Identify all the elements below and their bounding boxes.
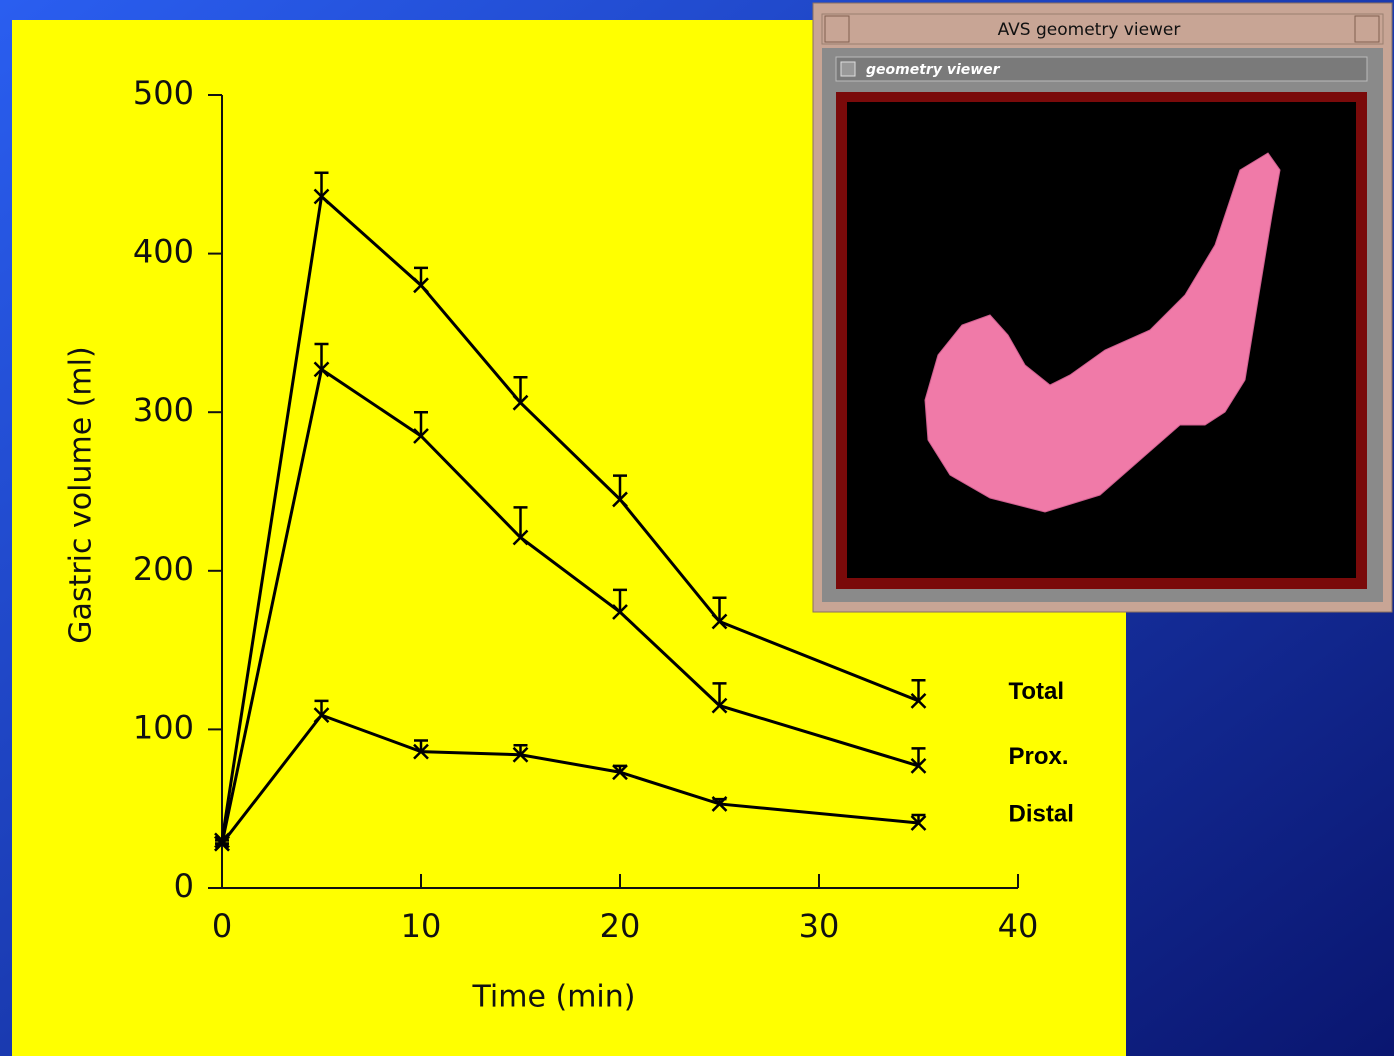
point-marker [612,604,628,620]
point-marker [413,277,429,294]
point-marker [910,692,927,709]
panel-header [835,56,1368,82]
error-bar [911,747,926,766]
x-tick-label: 40 [998,907,1039,945]
point-marker [214,835,230,852]
series-label: Distal [1009,800,1074,827]
error-bar [314,171,329,197]
y-tick-label: 200 [133,550,194,588]
error-bar [314,699,329,716]
error-bar [513,376,528,403]
title-bar [821,13,1384,45]
x-tick-label: 20 [600,907,641,945]
error-bar [414,410,428,436]
error-bar [414,739,428,752]
point-marker [313,188,330,205]
x-axis-label: Time (min) [472,980,636,1015]
y-axis-label: Gastric volume (ml) [64,346,99,643]
point-marker [512,529,529,546]
viewer-window: AVS geometry viewer geometry viewer [812,2,1393,613]
error-bar [414,266,428,286]
x-tick-label: 10 [401,907,442,945]
error-bar [911,678,926,701]
stomach-model [924,152,1281,513]
point-marker [512,746,529,763]
point-marker [612,764,628,781]
maximize-button[interactable] [1354,15,1380,43]
point-marker [313,707,330,724]
error-bar [314,342,329,370]
series-label: Total [1009,678,1065,705]
x-tick-label: 30 [799,907,840,945]
panel-toggle[interactable] [840,61,856,77]
point-marker [413,428,429,444]
point-marker [512,394,529,411]
y-tick-label: 0 [174,867,194,905]
x-tick-label: 0 [212,907,232,945]
point-marker [313,361,330,378]
panel-label: geometry viewer [866,62,1001,78]
point-marker [711,796,728,812]
error-bar [613,588,627,613]
y-tick-label: 100 [133,708,194,746]
y-tick-label: 500 [133,74,194,112]
error-bar [513,506,528,538]
series-label: Prox. [1009,743,1069,770]
point-marker [910,815,927,831]
chart: Time (min) Gastric volume (ml) 010020030… [64,74,1074,1015]
window-title: AVS geometry viewer [998,20,1181,40]
point-marker [910,757,927,774]
point-marker [711,613,728,630]
y-tick-label: 300 [133,391,194,429]
point-marker [612,491,628,508]
point-marker [711,697,728,714]
point-marker [413,743,429,760]
error-bar [712,596,727,622]
menu-button[interactable] [824,15,850,43]
error-bar [613,474,627,500]
error-bar [712,682,727,706]
y-tick-label: 400 [133,233,194,271]
